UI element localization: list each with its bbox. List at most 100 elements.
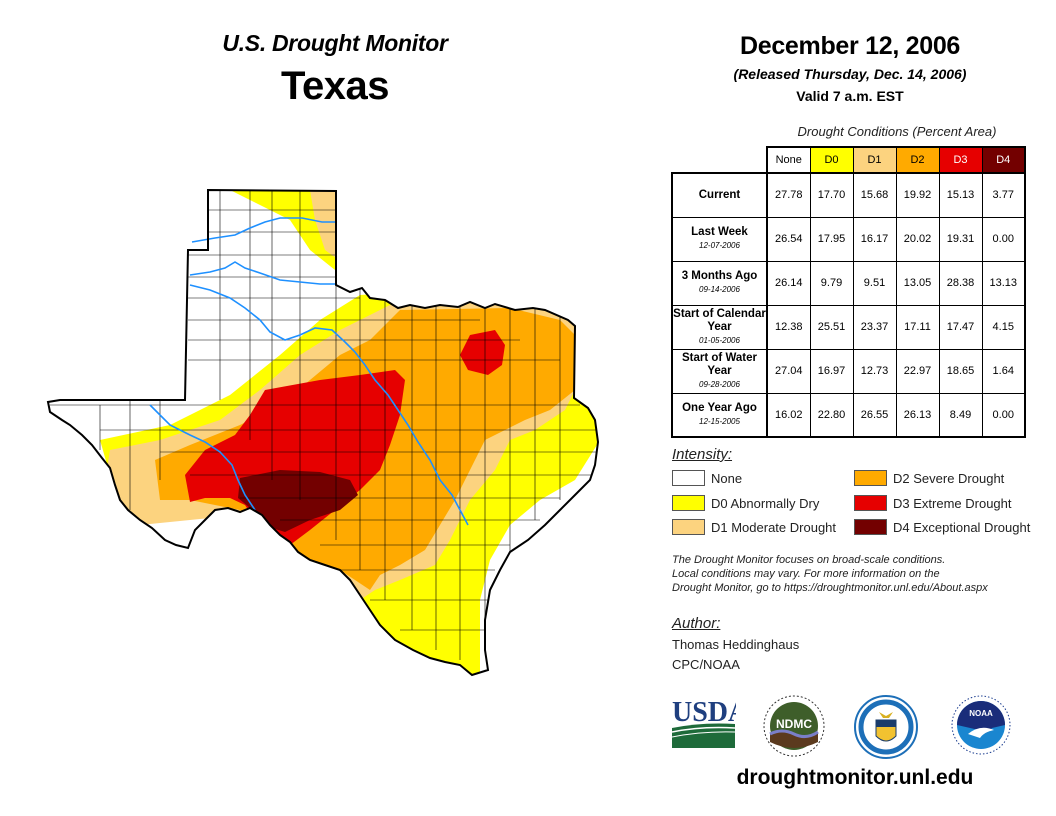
row-label-text: Start of Calendar Year — [673, 307, 766, 333]
d4-zone — [238, 470, 358, 532]
author-name: Thomas Heddinghaus — [672, 637, 800, 652]
table-row: 3 Months Ago 09-14-2006 26.14 9.79 9.51 13.05… — [671, 260, 1026, 306]
valid-time: Valid 7 a.m. EST — [796, 88, 904, 104]
table-cell: 18.65 — [938, 348, 983, 394]
table-cell: 17.11 — [895, 304, 940, 350]
table-row: One Year Ago 12-15-2005 16.02 22.80 26.55 26.… — [671, 392, 1026, 438]
author-org: CPC/NOAA — [672, 657, 740, 672]
table-cell: 27.04 — [766, 348, 811, 394]
legend-item-d3: D3 Extreme Drought — [854, 495, 1012, 511]
row-label: Last Week 12-07-2006 — [671, 216, 768, 262]
legend-item-d2: D2 Severe Drought — [854, 470, 1004, 486]
table-cell: 19.31 — [938, 216, 983, 262]
d0-zone — [100, 190, 598, 675]
row-label-date: 09-14-2006 — [699, 285, 740, 294]
table-cell: 0.00 — [981, 392, 1026, 438]
col-header-d1: D1 — [852, 146, 897, 174]
col-header-d0: D0 — [809, 146, 854, 174]
table-cell: 27.78 — [766, 172, 811, 218]
row-label: One Year Ago 12-15-2005 — [671, 392, 768, 438]
legend-label: D2 Severe Drought — [893, 470, 1005, 486]
col-header-d4: D4 — [981, 146, 1026, 174]
legend-swatch — [672, 470, 705, 486]
table-cell: 17.70 — [809, 172, 854, 218]
legend-label: D0 Abnormally Dry — [711, 495, 820, 511]
row-label: Start of Calendar Year 01-05-2006 — [671, 304, 768, 350]
table-caption: Drought Conditions (Percent Area) — [797, 124, 997, 139]
table-cell: 12.73 — [852, 348, 897, 394]
legend-label: D1 Moderate Drought — [711, 519, 837, 535]
legend-swatch — [854, 495, 887, 511]
release-date: (Released Thursday, Dec. 14, 2006) — [733, 66, 967, 82]
table-row: Last Week 12-07-2006 26.54 17.95 16.17 20.02 1… — [671, 216, 1026, 262]
col-header-none: None — [766, 146, 811, 174]
table-row: Current 27.78 17.70 15.68 19.92 15.13 3.77 — [671, 172, 1026, 218]
table-cell: 0.00 — [981, 216, 1026, 262]
legend-swatch — [672, 495, 705, 511]
row-label-date: 12-15-2005 — [699, 416, 740, 426]
row-label-text: 3 Months Ago — [681, 270, 758, 282]
legend-swatch — [672, 519, 705, 535]
website-link[interactable]: droughtmonitor.unl.edu — [736, 766, 974, 789]
legend-title: Intensity: — [672, 446, 733, 463]
table-cell: 26.55 — [852, 392, 897, 438]
row-label-text: Start of Water Year — [682, 351, 757, 377]
legend-label: D3 Extreme Drought — [893, 495, 1012, 511]
table-cell: 13.05 — [895, 260, 940, 306]
table-cell: 23.37 — [852, 304, 897, 350]
table-cell: 15.13 — [938, 172, 983, 218]
table-cell: 1.64 — [981, 348, 1026, 394]
table-cell: 16.17 — [852, 216, 897, 262]
legend-label: None — [711, 470, 743, 486]
table-cell: 22.97 — [895, 348, 940, 394]
table-header-row: None D0 D1 D2 D3 D4 — [672, 146, 1026, 174]
table-row: Start of Calendar Year 01-05-2006 12.38 25.… — [671, 304, 1026, 350]
legend-swatch — [854, 470, 887, 486]
row-label: Start of Water Year 09-28-2006 — [671, 348, 768, 394]
table-cell: 26.14 — [766, 260, 811, 306]
legend-swatch — [854, 519, 887, 535]
table-cell: 13.13 — [981, 260, 1026, 306]
drought-conditions-table: None D0 D1 D2 D3 D4 Current 27.78 17.70 15.… — [671, 146, 1026, 438]
row-label-text: One Year Ago — [682, 401, 757, 414]
row-label-date: 01-05-2006 — [699, 335, 740, 345]
texas-drought-map — [47, 189, 599, 676]
legend-label: D4 Exceptional Drought — [893, 519, 1031, 535]
table-cell: 8.49 — [938, 392, 983, 438]
table-cell: 3.77 — [981, 172, 1026, 218]
row-label-text: Current — [698, 188, 741, 201]
table-cell: 25.51 — [809, 304, 854, 350]
legend-item-d0: D0 Abnormally Dry — [672, 495, 819, 511]
note-line: The Drought Monitor focuses on broad-sca… — [672, 554, 946, 566]
table-cell: 17.47 — [938, 304, 983, 350]
table-cell: 12.38 — [766, 304, 811, 350]
state-name: Texas — [281, 64, 389, 108]
commerce-logo — [854, 695, 918, 759]
col-header-d3: D3 — [938, 146, 983, 174]
table-cell: 19.92 — [895, 172, 940, 218]
table-cell: 26.54 — [766, 216, 811, 262]
table-cell: 22.80 — [809, 392, 854, 438]
rivers — [149, 217, 469, 526]
table-row: Start of Water Year 09-28-2006 27.04 16.97 1… — [671, 348, 1026, 394]
table-cell: 9.51 — [852, 260, 897, 306]
legend-item-d1: D1 Moderate Drought — [672, 519, 836, 535]
table-cell: 20.02 — [895, 216, 940, 262]
county-boundaries — [50, 190, 598, 660]
usda-logo-text: USDA — [672, 697, 736, 728]
row-label-date: 12-07-2006 — [699, 241, 740, 250]
table-cell: 28.38 — [938, 260, 983, 306]
table-corner — [672, 147, 767, 173]
noaa-logo: NOAA — [951, 695, 1011, 755]
table-cell: 15.68 — [852, 172, 897, 218]
note-line: Drought Monitor, go to https://droughtmo… — [672, 582, 988, 594]
table-cell: 4.15 — [981, 304, 1026, 350]
legend-item-d4: D4 Exceptional Drought — [854, 519, 1030, 535]
note-line: Local conditions may vary. For more info… — [672, 568, 940, 580]
legend-item-none: None — [672, 470, 742, 486]
author-heading: Author: — [672, 615, 721, 632]
ndmc-logo-text: NDMC — [776, 717, 812, 731]
row-label-date: 09-28-2006 — [699, 379, 740, 389]
row-label: 3 Months Ago 09-14-2006 — [671, 260, 768, 306]
map-title: U.S. Drought Monitor — [222, 30, 448, 56]
